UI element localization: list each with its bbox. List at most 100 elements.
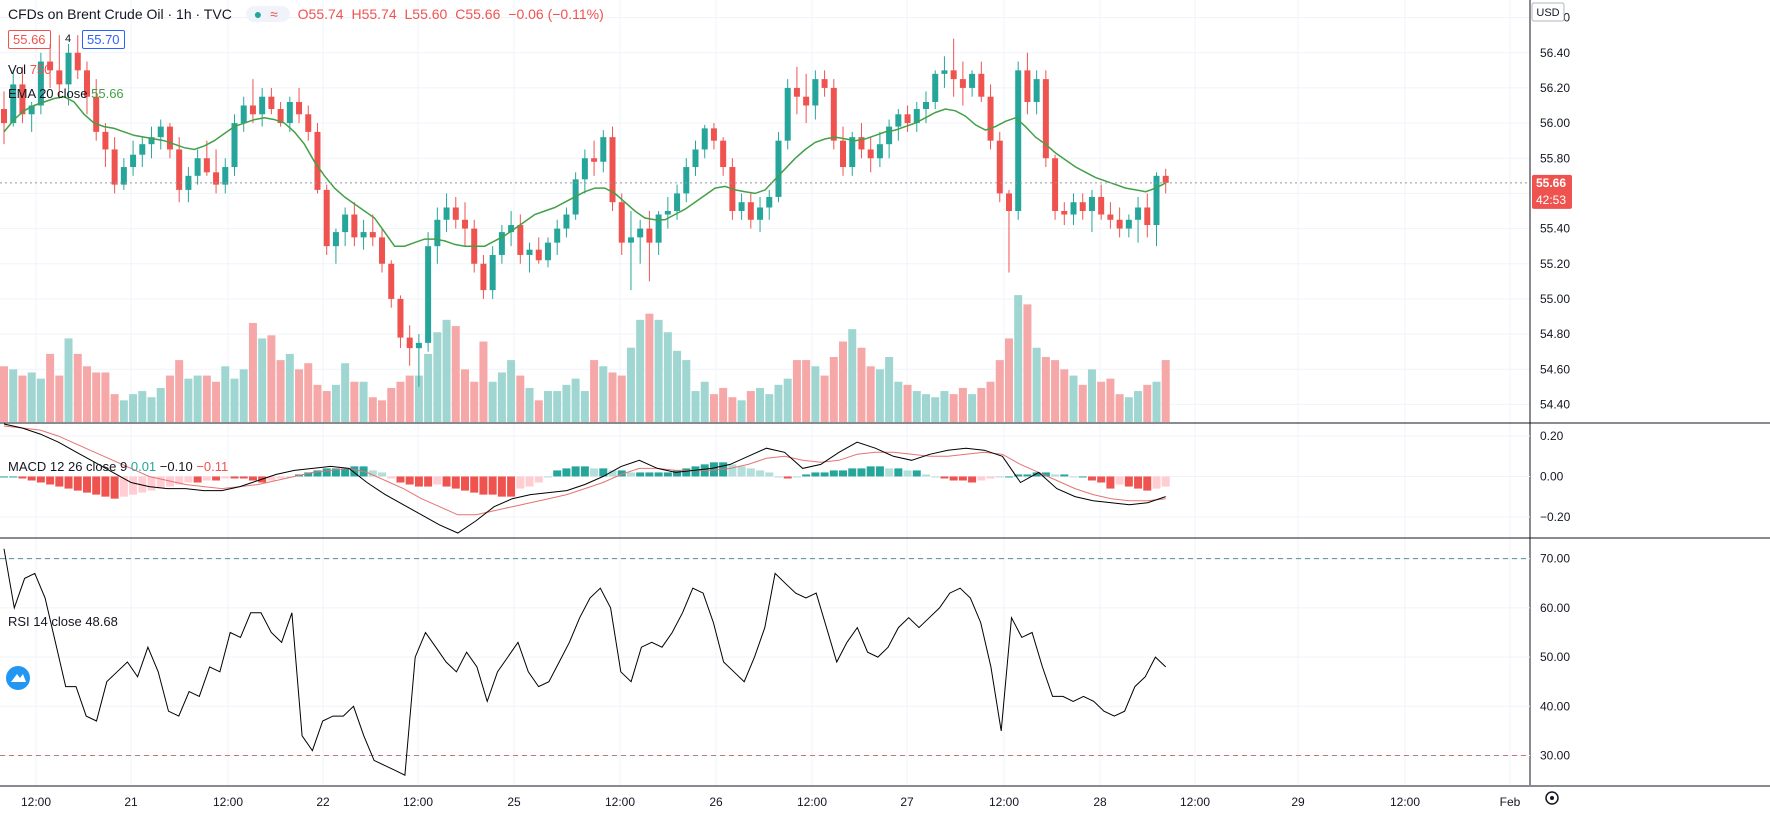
macd-hist-bar: [617, 470, 626, 477]
candle-body: [1, 109, 7, 124]
price-tick-label: 56.00: [1540, 116, 1570, 130]
candle-body: [987, 96, 994, 141]
macd-hist-bar: [1161, 476, 1170, 487]
indicator-toggle[interactable]: ● ≈: [245, 6, 290, 22]
volume-bar: [571, 378, 580, 422]
macd-hist-bar: [248, 476, 257, 481]
volume-bar: [147, 397, 156, 422]
volume-bar: [1004, 338, 1013, 422]
macd-hist-bar: [756, 470, 765, 477]
volume-bar: [424, 353, 433, 422]
macd-tick-label: 0.00: [1540, 469, 1564, 483]
volume-bar: [396, 381, 405, 422]
candle-body: [913, 109, 920, 124]
macd-hist-bar: [839, 470, 848, 477]
candle-body: [443, 207, 450, 220]
volume-bar: [802, 360, 811, 422]
volume-bar: [673, 350, 682, 422]
candle-body: [563, 214, 570, 229]
rsi-value: 48.68: [85, 614, 118, 629]
candle-body: [544, 242, 551, 261]
macd-line-value: −0.10: [159, 459, 193, 474]
volume-bar: [857, 347, 866, 422]
candle-body: [904, 114, 911, 124]
volume-bar: [866, 366, 875, 422]
candle-body: [1098, 196, 1105, 215]
time-tick-label: 12:00: [605, 795, 635, 809]
macd-hist-bar: [156, 476, 165, 489]
ema-legend[interactable]: EMA 20 close 55.66: [8, 86, 124, 101]
candle-body: [240, 105, 247, 124]
candle-body: [489, 254, 496, 291]
candle-body: [480, 263, 487, 291]
time-tick-label: 12:00: [21, 795, 51, 809]
volume-bar: [737, 400, 746, 422]
last-price-marker: [1532, 174, 1572, 209]
volume-bar: [368, 397, 377, 422]
volume-bar: [774, 384, 783, 422]
symbol-title[interactable]: CFDs on Brent Crude Oil · 1h · TVC: [8, 6, 232, 22]
macd-hist-bar: [1032, 472, 1041, 477]
macd-hist-bar: [709, 462, 718, 477]
macd-hist-bar: [534, 476, 543, 483]
candle-body: [1153, 175, 1160, 226]
time-tick-label: 22: [316, 795, 330, 809]
gear-icon[interactable]: [1545, 791, 1559, 805]
macd-legend[interactable]: MACD 12 26 close 9 0.01 −0.10 −0.11: [8, 459, 228, 474]
volume-bar: [442, 319, 451, 422]
volume-bar: [958, 387, 967, 422]
candle-body: [415, 342, 422, 349]
macd-hist-bar: [673, 470, 682, 477]
macd-tick-label: −0.20: [1540, 510, 1571, 524]
time-tick-label: 12:00: [213, 795, 243, 809]
macd-hist-bar: [922, 474, 930, 477]
candle-body: [618, 202, 625, 243]
ask-badge[interactable]: 55.70: [82, 30, 125, 49]
macd-hist-bar: [553, 470, 562, 477]
macd-hist-bar: [811, 472, 820, 477]
volume-bar: [1087, 369, 1096, 422]
volume-bar: [18, 375, 27, 422]
macd-hist-bar: [1106, 476, 1115, 489]
volume-bar: [645, 313, 654, 422]
time-tick-label: 29: [1291, 795, 1305, 809]
macd-hist-bar: [986, 476, 995, 479]
candle-body: [360, 232, 367, 238]
volume-bar: [1069, 375, 1078, 422]
candle-body: [941, 70, 948, 74]
macd-hist-bar: [202, 476, 211, 481]
volume-bar: [940, 391, 949, 422]
macd-hist-bar: [562, 468, 571, 477]
volume-bar: [1078, 384, 1087, 422]
macd-hist-bar: [571, 466, 580, 477]
macd-hist-bar: [636, 472, 645, 477]
volume-bar: [350, 381, 359, 422]
candle-body: [895, 114, 902, 127]
macd-hist-bar: [968, 476, 977, 483]
macd-hist-bar: [977, 476, 986, 481]
candle-body: [646, 228, 653, 243]
macd-hist-bar: [110, 476, 119, 499]
macd-hist-bar: [590, 468, 599, 477]
live-dot-icon: ●: [253, 6, 263, 22]
bid-badge[interactable]: 55.66: [8, 30, 51, 49]
volume-bar: [82, 366, 91, 422]
macd-hist-bar: [1097, 476, 1106, 483]
macd-hist-bar: [387, 476, 396, 479]
volume-bar: [986, 381, 995, 422]
candle-body: [120, 167, 127, 185]
volume-bar: [1023, 304, 1032, 422]
volume-bar: [1032, 347, 1041, 422]
volume-legend[interactable]: Vol 750: [8, 62, 51, 77]
candle-body: [1125, 219, 1132, 229]
volume-bar: [1143, 384, 1152, 422]
macd-hist-bar: [1041, 472, 1050, 477]
rsi-legend[interactable]: RSI 14 close 48.68: [8, 614, 118, 629]
volume-bar: [73, 353, 82, 422]
macd-hist-bar: [405, 476, 414, 485]
volume-bar: [258, 338, 267, 422]
macd-hist-bar: [774, 476, 783, 478]
candle-body: [581, 158, 588, 180]
macd-hist-bar: [875, 466, 884, 477]
